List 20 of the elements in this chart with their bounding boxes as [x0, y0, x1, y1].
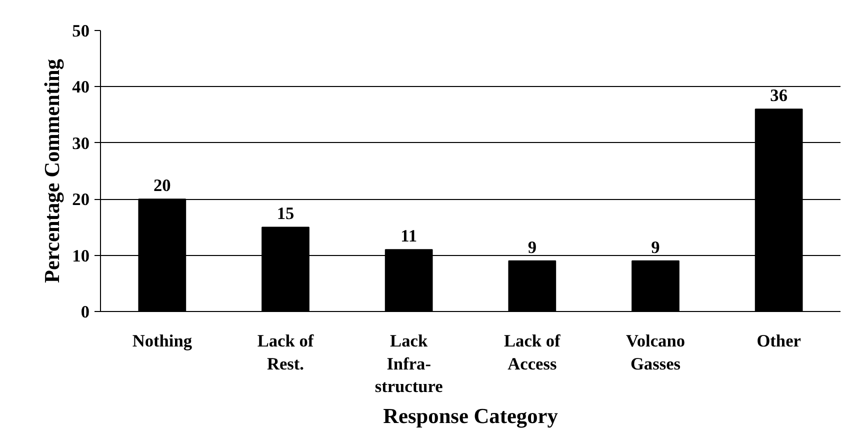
- data-label: 9: [651, 238, 660, 257]
- y-tick-label: 10: [72, 246, 90, 266]
- x-tick-label: Other: [756, 332, 802, 350]
- y-tick-label: 40: [72, 78, 90, 97]
- data-label: 9: [528, 238, 537, 257]
- data-label: 20: [154, 176, 171, 196]
- y-tick-label: 30: [72, 134, 90, 153]
- data-label: 15: [276, 204, 294, 224]
- data-label: 11: [400, 226, 418, 246]
- x-tick-label: Nothing: [132, 332, 192, 350]
- x-axis-title: Response Category: [383, 404, 558, 428]
- x-tick-label: Lack of Access: [504, 332, 561, 374]
- x-tick-label: Lack of Rest.: [257, 332, 314, 374]
- y-tick-label: 0: [80, 302, 90, 322]
- y-tick-label: 50: [72, 22, 90, 40]
- x-tick-label: Volcano Gasses: [626, 332, 686, 374]
- x-tick-label: Lack Infra- structure: [374, 332, 444, 396]
- y-tick-label: 20: [72, 190, 90, 210]
- data-label: 36: [770, 86, 788, 106]
- y-axis-title: Percentage Commenting: [40, 58, 64, 284]
